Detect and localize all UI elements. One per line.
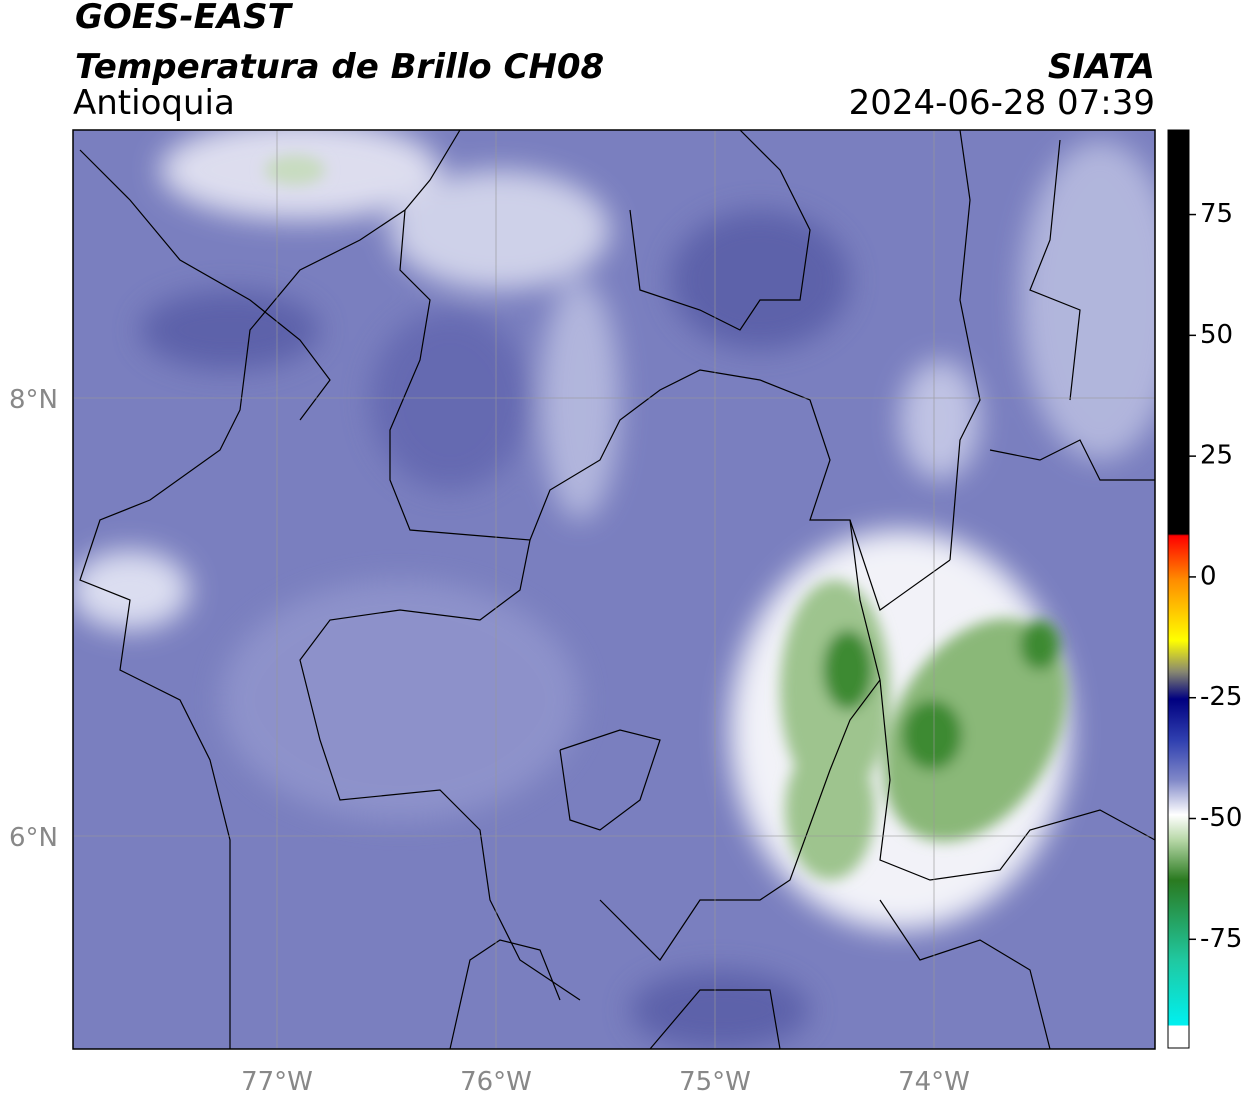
- colorbar-tick-label: -50: [1200, 803, 1242, 833]
- colorbar-tick-label: 25: [1200, 441, 1233, 471]
- title-region: Antioquia: [73, 83, 235, 123]
- lon-label: 76°W: [460, 1067, 532, 1097]
- colorbar-tick-label: 50: [1200, 320, 1233, 350]
- title-satellite: GOES-EAST: [75, 0, 294, 37]
- lon-labels: 77°W 76°W 75°W 74°W: [241, 1067, 970, 1097]
- map-area: [73, 130, 1155, 1049]
- title-datetime: 2024-06-28 07:39: [849, 83, 1155, 123]
- lon-label: 77°W: [241, 1067, 313, 1097]
- map-frame: [72, 129, 1156, 1050]
- colorbar: [1167, 129, 1190, 1049]
- colorbar-tick-label: 75: [1200, 199, 1233, 229]
- lat-labels: 8°N 6°N: [9, 385, 58, 853]
- colorbar-tick-label: 0: [1200, 561, 1217, 591]
- lat-label: 6°N: [9, 823, 58, 853]
- lon-label: 75°W: [679, 1067, 751, 1097]
- colorbar-ticks: 75 50 25 0 -25 -50 -75: [1189, 199, 1242, 954]
- colorbar-tick-label: -75: [1200, 924, 1242, 954]
- lat-label: 8°N: [9, 385, 58, 415]
- lon-label: 74°W: [898, 1067, 970, 1097]
- title-product: Temperatura de Brillo CH08: [75, 47, 604, 87]
- title-source: SIATA: [1048, 47, 1155, 87]
- colorbar-tick-label: -25: [1200, 682, 1242, 712]
